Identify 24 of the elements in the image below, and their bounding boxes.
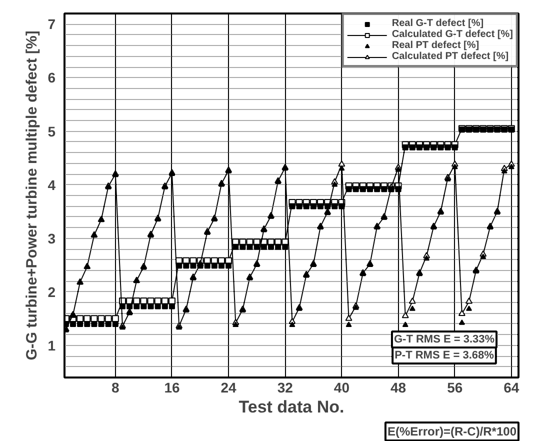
x-tick-label: 48 [390, 380, 406, 396]
legend-label: Calculated PT defect [%] [392, 51, 509, 62]
legend-label: Real PT defect [%] [392, 40, 480, 51]
y-tick-label: 4 [48, 176, 56, 193]
annotation: G-T RMS E = 3.33% [394, 334, 495, 346]
y-tick-label: 1 [48, 337, 56, 354]
y-tick-label: 7 [48, 16, 56, 32]
x-tick-label: 24 [220, 380, 237, 396]
y-tick-label: 2 [48, 284, 56, 300]
legend-label: Calculated G-T defect [%] [392, 29, 513, 40]
y-tick-label: 6 [48, 70, 56, 86]
y-tick-label: 5 [48, 123, 56, 140]
y-tick-label: 3 [48, 230, 56, 246]
y-axis-title: G-G turbine+Power turbine multiple defect [%] [24, 30, 41, 360]
x-tick-label: 32 [277, 380, 294, 396]
annotation: P-T RMS E = 3.68% [394, 350, 494, 362]
legend-label: Real G-T defect [%] [392, 18, 484, 29]
x-tick-label: 64 [504, 380, 520, 396]
x-tick-label: 56 [447, 380, 463, 396]
x-tick-label: 8 [112, 380, 120, 396]
x-tick-label: 16 [164, 380, 180, 396]
x-axis-title: Test data No. [238, 398, 344, 416]
x-tick-label: 40 [334, 380, 350, 396]
text: E(%Error)=(R-C)/R*100 [387, 424, 517, 438]
